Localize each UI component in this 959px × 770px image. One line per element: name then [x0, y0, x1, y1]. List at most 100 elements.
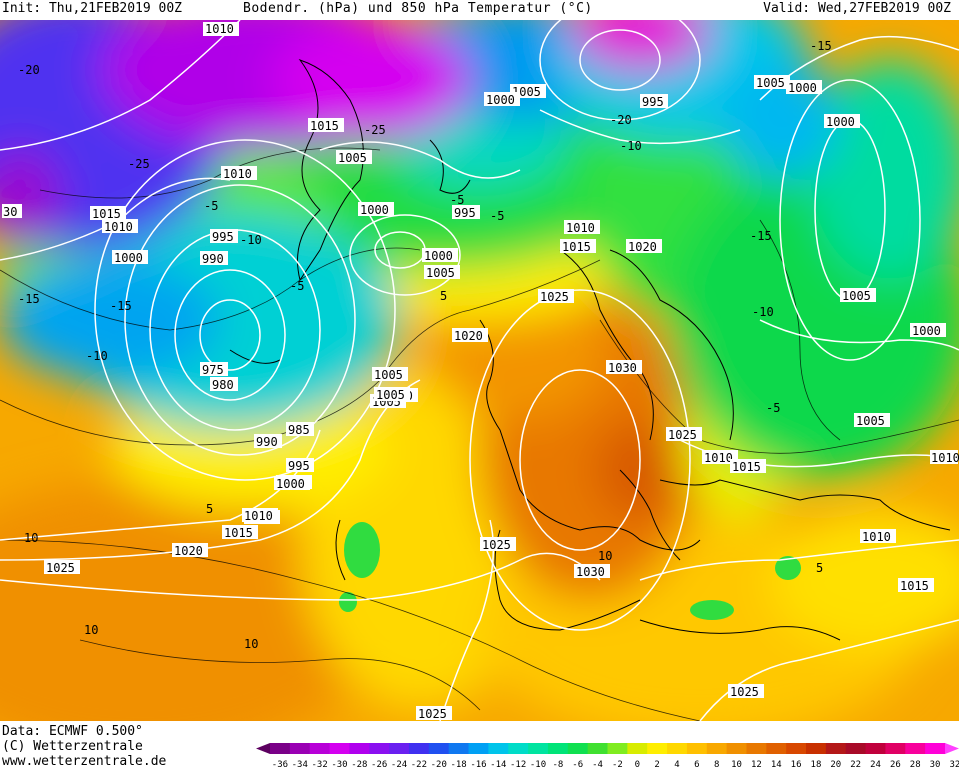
svg-text:1015: 1015 — [562, 240, 591, 254]
colorbar-swatch — [766, 743, 787, 754]
colorbar-tick-label: 0 — [635, 760, 640, 770]
colorbar-swatch — [468, 743, 489, 754]
svg-text:10: 10 — [598, 549, 612, 563]
header: Init: Thu,21FEB2019 00Z Bodendr. (hPa) u… — [0, 0, 959, 20]
colorbar-tick-label: -12 — [510, 760, 526, 770]
svg-text:1025: 1025 — [668, 428, 697, 442]
colorbar-tick-label: -10 — [530, 760, 546, 770]
colorbar-tick-label: -4 — [592, 760, 603, 770]
svg-text:980: 980 — [212, 378, 234, 392]
svg-text:1015: 1015 — [732, 460, 761, 474]
colorbar-tick-label: -14 — [490, 760, 506, 770]
svg-text:1010: 1010 — [931, 451, 959, 465]
svg-text:-15: -15 — [110, 299, 132, 313]
colorbar-swatch — [508, 743, 529, 754]
colorbar-tick-label: 8 — [714, 760, 719, 770]
svg-text:1000: 1000 — [912, 324, 941, 338]
svg-text:1020: 1020 — [628, 240, 657, 254]
svg-text:10: 10 — [244, 637, 258, 651]
colorbar-swatch — [746, 743, 767, 754]
colorbar-swatch — [607, 743, 628, 754]
svg-text:5: 5 — [816, 561, 823, 575]
colorbar-tick-label: 16 — [791, 760, 802, 770]
svg-text:1010: 1010 — [704, 451, 733, 465]
colorbar-swatch — [806, 743, 827, 754]
temperature-colorbar: -36 -34 -32 -30 -28 -26 -24 -22 -20 -18 -16 -14 -12-… — [256, 743, 959, 770]
svg-text:-15: -15 — [810, 39, 832, 53]
colorbar-swatch — [925, 743, 946, 754]
colorbar-tick-label: -36 — [272, 760, 288, 770]
colorbar-right-arrow — [945, 743, 959, 754]
svg-text:5: 5 — [440, 289, 447, 303]
svg-text:1010: 1010 — [862, 530, 891, 544]
svg-text:1005: 1005 — [338, 151, 367, 165]
svg-text:1000: 1000 — [424, 249, 453, 263]
colorbar-swatch — [547, 743, 569, 754]
isotherms — [0, 147, 959, 721]
svg-text:1015: 1015 — [224, 526, 253, 540]
svg-text:1005: 1005 — [426, 266, 455, 280]
svg-text:-10: -10 — [240, 233, 262, 247]
colorbar-tick-label: -8 — [552, 760, 563, 770]
footer: Data: ECMWF 0.500° (C) Wetterzentrale ww… — [0, 721, 959, 770]
svg-text:1015: 1015 — [92, 207, 121, 221]
svg-text:-15: -15 — [750, 229, 772, 243]
colorbar-swatch — [885, 743, 906, 754]
svg-text:990: 990 — [256, 435, 278, 449]
colorbar-swatch — [349, 743, 370, 754]
svg-text:1000: 1000 — [360, 203, 389, 217]
colorbar-tick-label: 4 — [674, 760, 679, 770]
colorbar-swatch — [329, 743, 350, 754]
svg-text:1030: 1030 — [576, 565, 605, 579]
colorbar-tick-label: -24 — [391, 760, 407, 770]
coastlines — [229, 59, 951, 641]
colorbar-left-arrow — [256, 743, 270, 754]
copyright: (C) Wetterzentrale — [2, 739, 143, 754]
colorbar-tick-label: -32 — [311, 760, 327, 770]
svg-text:995: 995 — [212, 230, 234, 244]
svg-text:995: 995 — [288, 459, 310, 473]
colorbar-tick-label: -16 — [470, 760, 486, 770]
colorbar-swatch — [825, 743, 847, 754]
svg-text:1025: 1025 — [46, 561, 75, 575]
colorbar-swatch — [408, 743, 430, 754]
colorbar-swatch — [905, 743, 926, 754]
colorbar-tick-label: -30 — [331, 760, 347, 770]
svg-text:1005: 1005 — [374, 368, 403, 382]
svg-text:985: 985 — [288, 423, 310, 437]
svg-text:1000: 1000 — [486, 93, 515, 107]
colorbar-tick-label: 24 — [870, 760, 881, 770]
svg-text:1005: 1005 — [376, 388, 405, 402]
colorbar-tick-label: 18 — [811, 760, 822, 770]
svg-text:1010: 1010 — [205, 22, 234, 36]
map-title: Bodendr. (hPa) und 850 hPa Temperatur (°… — [243, 1, 593, 16]
svg-text:10: 10 — [24, 531, 38, 545]
colorbar-tick-label: -22 — [411, 760, 427, 770]
colorbar-tick-label: -28 — [351, 760, 367, 770]
valid-time: Valid: Wed,27FEB2019 00Z — [763, 1, 951, 16]
svg-text:-10: -10 — [620, 139, 642, 153]
svg-text:5: 5 — [206, 502, 213, 516]
colorbar-tick-label: 32 — [950, 760, 959, 770]
colorbar-tick-label: -26 — [371, 760, 387, 770]
svg-text:1010: 1010 — [223, 167, 252, 181]
colorbar-tick-label: -2 — [612, 760, 623, 770]
colorbar-tick-label: -18 — [450, 760, 466, 770]
colorbar-swatch — [428, 743, 450, 754]
isotherm-labels: -20 -25 -15 -10 -5 -15 -10 -5 10 10 10 5… — [18, 39, 832, 651]
svg-text:-5: -5 — [766, 401, 780, 415]
colorbar-swatch — [726, 743, 747, 754]
colorbar-swatch — [786, 743, 807, 754]
colorbar-swatch — [627, 743, 648, 754]
svg-text:1025: 1025 — [540, 290, 569, 304]
svg-text:1005: 1005 — [842, 289, 871, 303]
svg-text:1030: 1030 — [608, 361, 637, 375]
colorbar-tick-label: 12 — [751, 760, 762, 770]
svg-text:1025: 1025 — [730, 685, 759, 699]
svg-text:990: 990 — [202, 252, 224, 266]
svg-text:-5: -5 — [204, 199, 218, 213]
colorbar-swatch — [865, 743, 886, 754]
svg-text:1025: 1025 — [418, 707, 447, 721]
colorbar-tick-label: 28 — [910, 760, 921, 770]
colorbar-swatch — [567, 743, 589, 754]
